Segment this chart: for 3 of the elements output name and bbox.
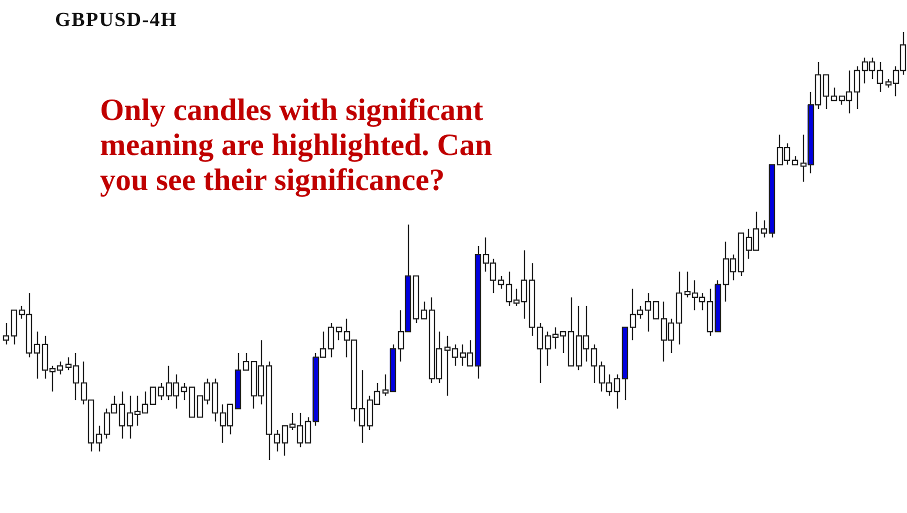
annotation: Only candles with significant meaning are highlighted. Can you see their significance? <box>100 92 494 197</box>
candlestick <box>150 386 156 405</box>
chart-title: GBPUSD-4H <box>55 9 178 32</box>
